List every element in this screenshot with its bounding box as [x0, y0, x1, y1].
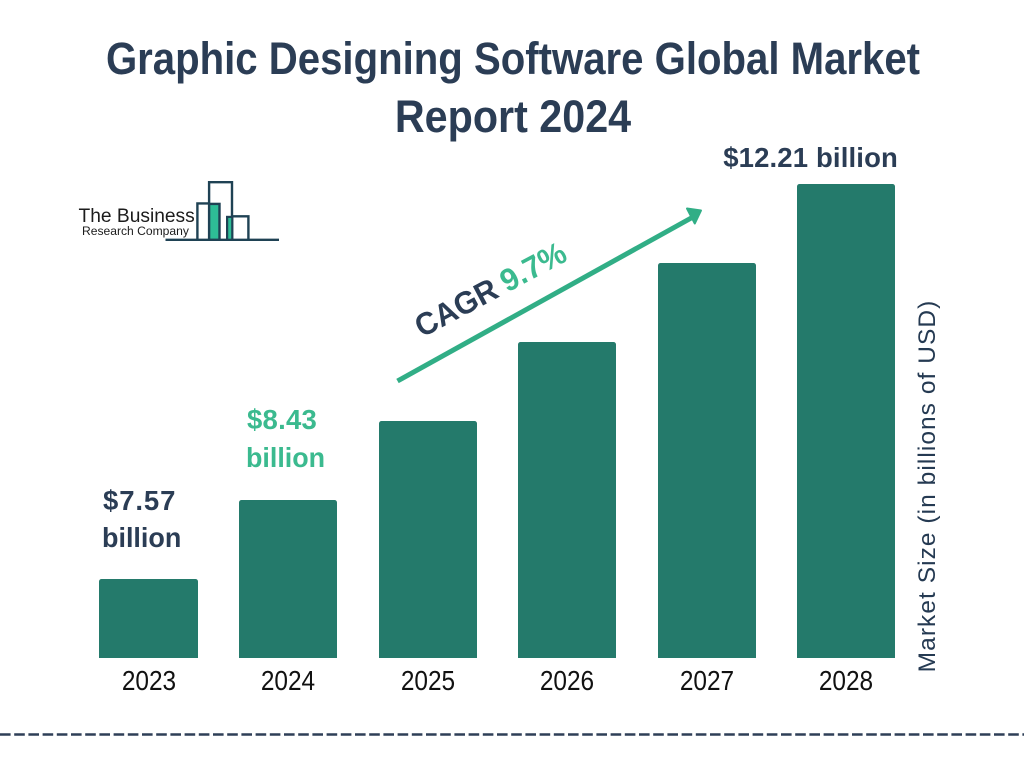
- svg-text:CAGR: CAGR: [408, 270, 504, 344]
